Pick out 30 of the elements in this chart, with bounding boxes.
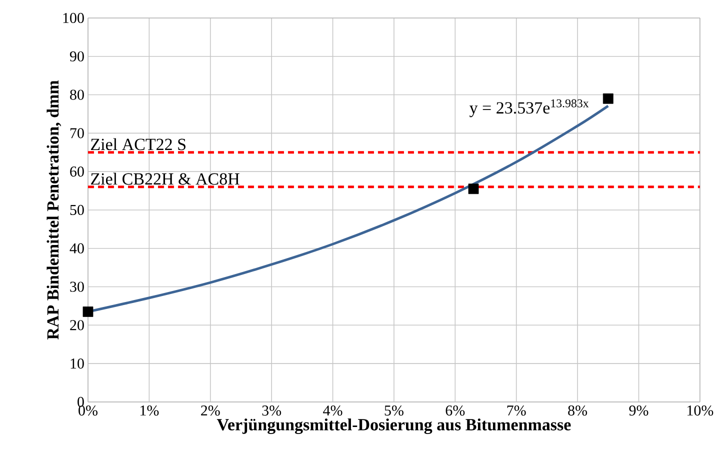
y-axis-title: RAP Bindemittel Penetration, dmm: [46, 80, 62, 340]
y-tick-label: 90: [70, 51, 84, 62]
x-tick-label: 0%: [78, 406, 98, 416]
x-tick-label: 3%: [262, 406, 282, 416]
ref-line-label: Ziel ACT22 S: [91, 138, 186, 150]
y-tick-label: 80: [70, 90, 84, 100]
x-tick-label: 6%: [446, 406, 465, 416]
y-tick-label: 30: [70, 282, 84, 292]
x-tick-label: 4%: [323, 406, 342, 416]
y-tick-label: 10: [70, 358, 84, 369]
x-tick-label: 10%: [688, 406, 714, 416]
y-tick-label: 0: [78, 396, 84, 408]
x-tick-label: 9%: [629, 406, 648, 416]
x-tick-label: 8%: [568, 406, 588, 416]
point: [82, 306, 94, 317]
x-tick-label: 7%: [507, 406, 526, 416]
ref-line-label: Ziel CB22H & AC8H: [91, 172, 240, 185]
y-tick-label: 20: [70, 320, 84, 330]
y-tick-label: 100: [63, 12, 84, 24]
y-tick-label: 70: [70, 128, 84, 138]
x-tick-label: 1%: [140, 406, 159, 416]
x-tick-label: 2%: [201, 406, 220, 416]
annotation: y = 23.537e$^{13.983x}$: [469, 99, 589, 118]
x-axis-title: Verjüngungsmittel-Dosierung aus Bitumenmasse: [216, 418, 571, 434]
y-tick-label: 40: [70, 243, 84, 254]
point: [602, 93, 614, 104]
y-tick-label: 60: [70, 166, 84, 177]
x-tick-label: 5%: [384, 406, 404, 416]
y-tick-label: 50: [70, 204, 84, 216]
point: [468, 184, 479, 194]
